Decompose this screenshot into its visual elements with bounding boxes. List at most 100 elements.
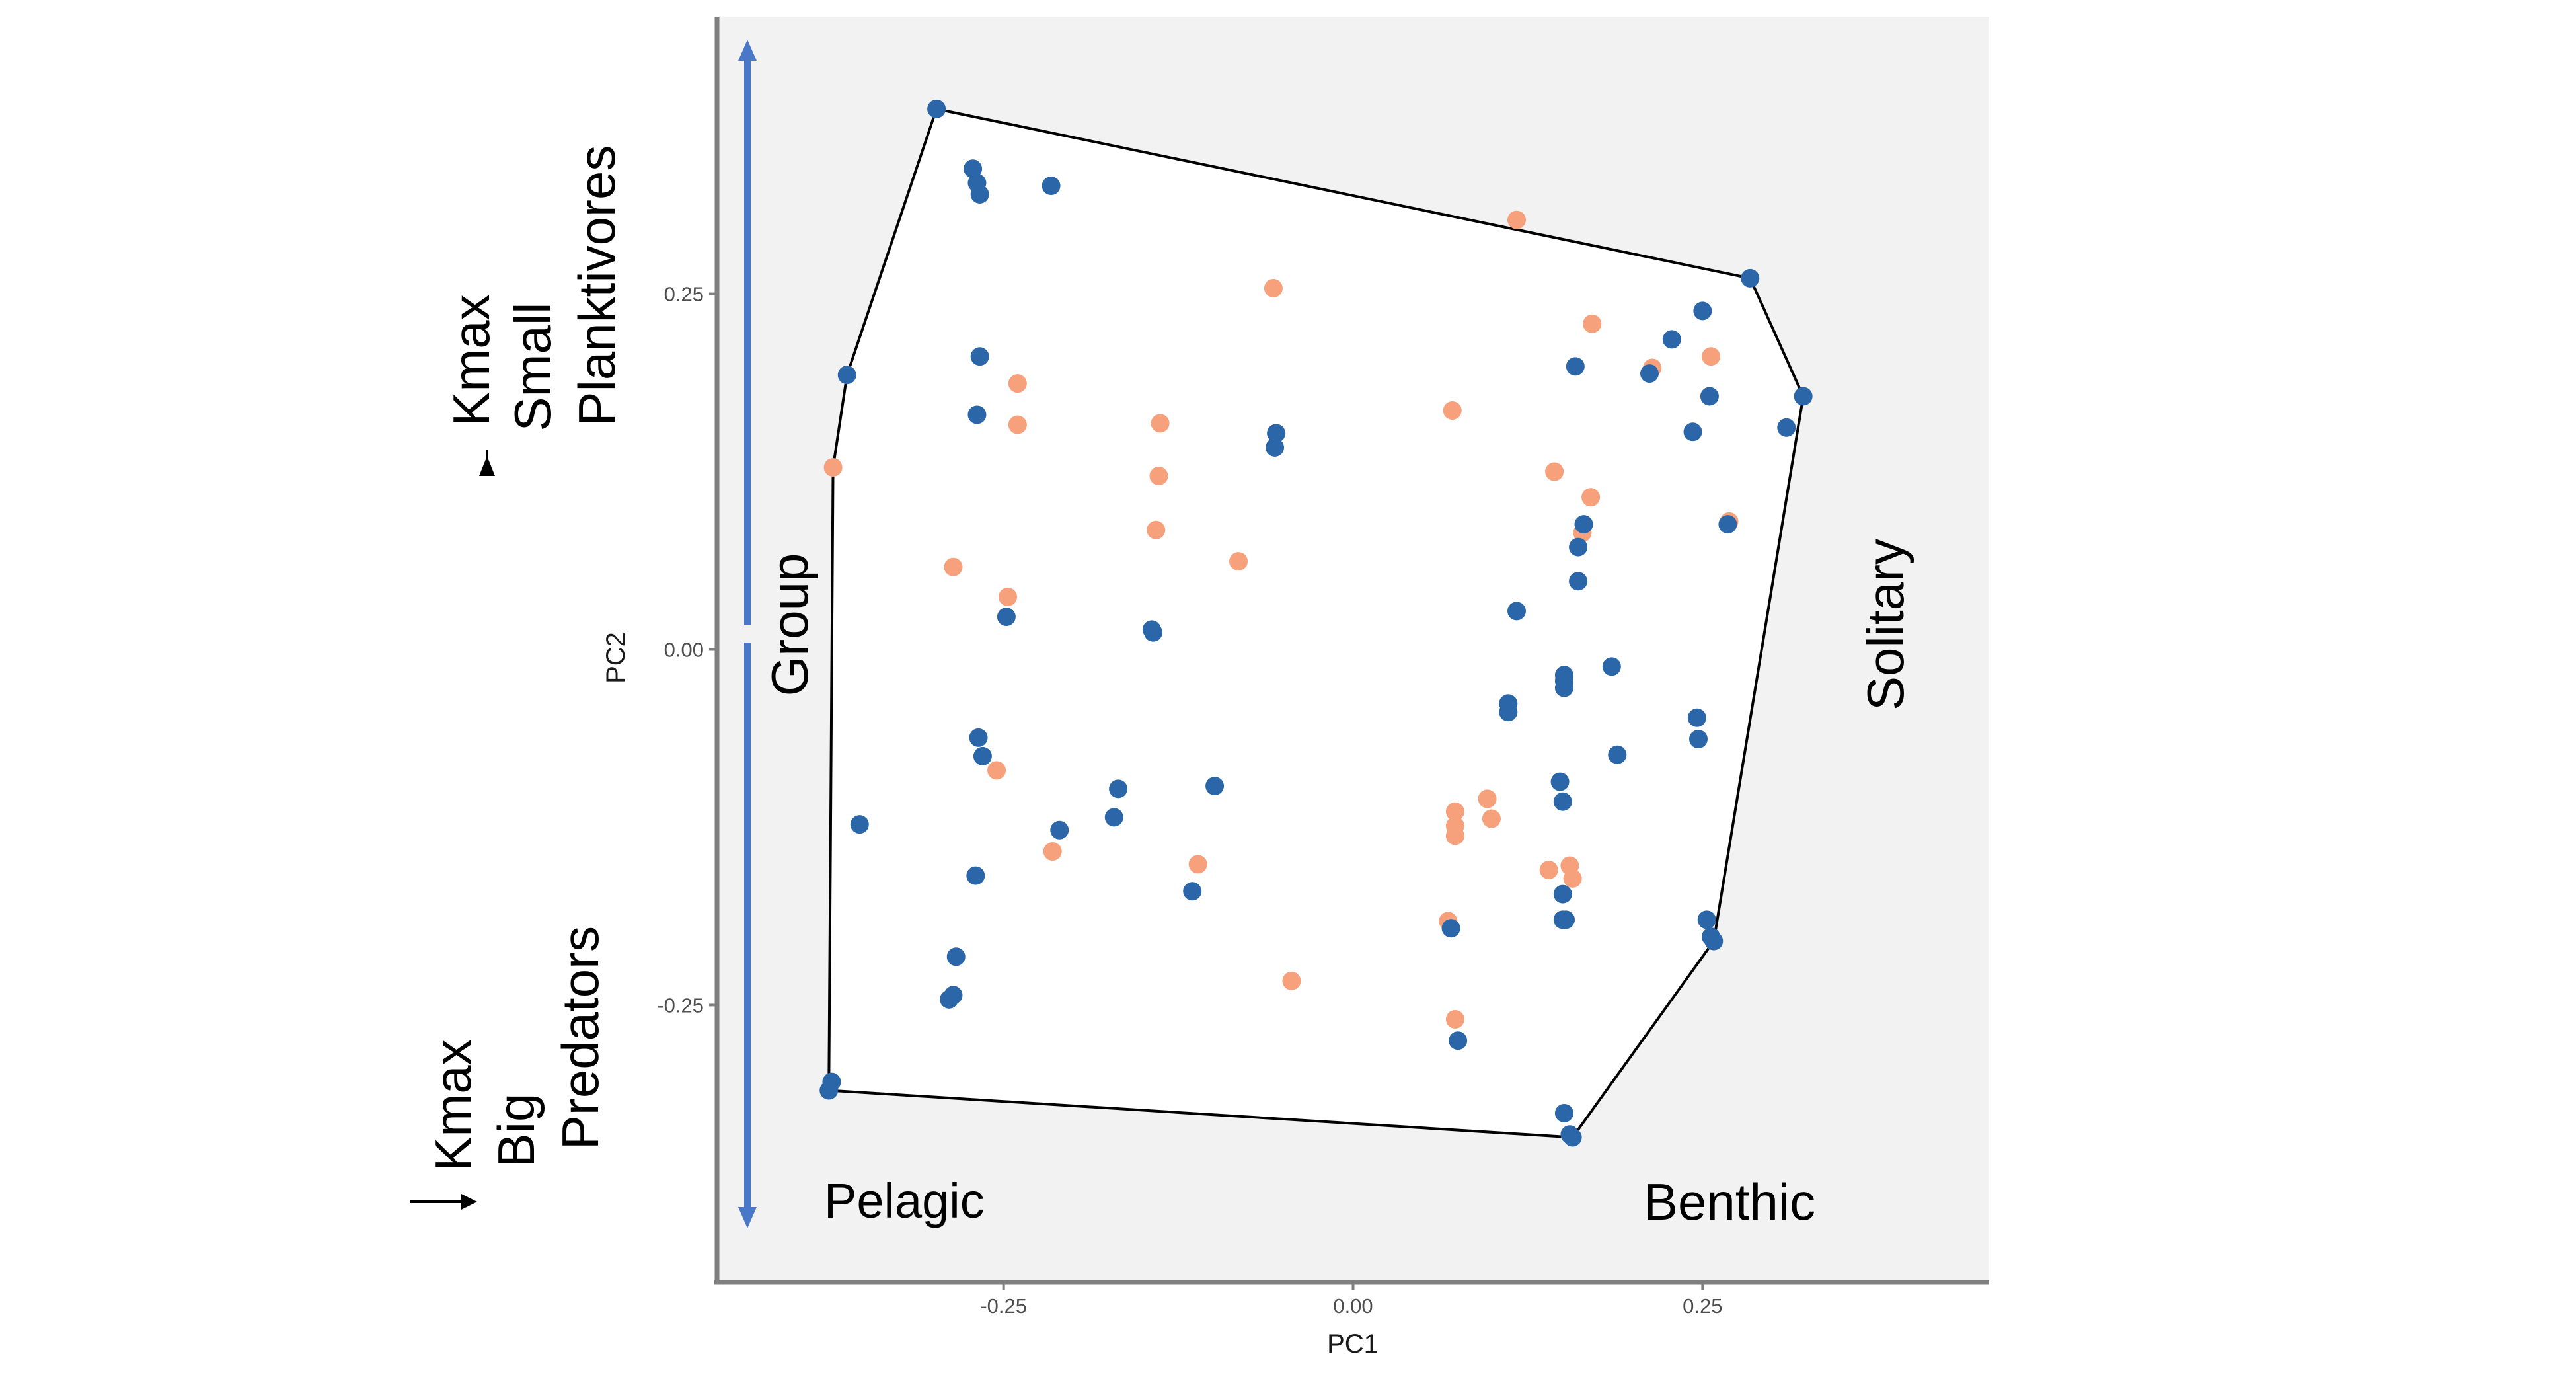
data-point — [1574, 515, 1593, 534]
data-point — [1445, 802, 1464, 821]
data-point — [1553, 792, 1572, 811]
data-point — [999, 587, 1017, 606]
data-point — [966, 866, 985, 885]
data-point — [973, 746, 992, 765]
data-point — [1704, 931, 1724, 951]
x-axis-title: PC1 — [1327, 1329, 1379, 1358]
group-arrow-down-head — [738, 1207, 757, 1228]
data-point — [1188, 855, 1207, 874]
data-point — [940, 990, 959, 1009]
x-tick-label: -0.25 — [980, 1294, 1027, 1317]
group-label: Group — [761, 553, 819, 697]
x-tick-label: 0.25 — [1683, 1294, 1722, 1317]
data-point — [1554, 1103, 1573, 1122]
data-point — [997, 608, 1016, 627]
data-point — [1545, 462, 1564, 481]
group-arrow-up-head — [738, 40, 757, 61]
data-point — [967, 405, 987, 424]
data-point — [1482, 809, 1501, 828]
data-point — [1229, 552, 1248, 571]
data-point — [1566, 357, 1585, 376]
small-planktivores-annotation: Kmax Small Planktivores — [442, 145, 626, 476]
data-point — [1050, 820, 1069, 840]
data-point — [1554, 678, 1573, 697]
data-point — [1449, 1031, 1468, 1050]
data-point — [1144, 623, 1162, 642]
data-point — [1043, 842, 1062, 861]
data-point — [1794, 387, 1813, 406]
data-point — [850, 815, 869, 834]
data-point — [1683, 422, 1702, 442]
axis-ticks: -0.25 0.00 0.25 0.25 0.00 -0.25 — [657, 283, 1722, 1317]
data-point — [1499, 703, 1518, 722]
data-point — [1718, 515, 1737, 534]
data-point — [1445, 1009, 1464, 1029]
data-point — [1147, 520, 1166, 539]
data-point — [1608, 745, 1627, 764]
convex-hull — [827, 107, 1805, 1139]
data-point — [1008, 415, 1027, 434]
data-point — [964, 159, 983, 178]
data-point — [1042, 177, 1061, 196]
data-point — [837, 366, 856, 385]
planktivores-label: Planktivores — [568, 145, 626, 426]
data-point — [1640, 364, 1659, 383]
data-point — [1507, 210, 1526, 229]
benthic-label: Benthic — [1644, 1173, 1815, 1231]
data-point — [946, 947, 966, 966]
hull-polygon — [827, 107, 1805, 1139]
y-tick-label: 0.25 — [664, 283, 704, 306]
data-point — [819, 1081, 839, 1100]
data-point — [1662, 330, 1681, 349]
data-point — [1602, 657, 1621, 676]
data-point — [1151, 414, 1170, 433]
data-point — [1777, 418, 1796, 437]
data-point — [944, 557, 963, 576]
data-point — [1556, 910, 1575, 929]
predators-label: Predators — [551, 926, 609, 1150]
data-point — [1149, 466, 1168, 485]
data-point — [1264, 278, 1283, 297]
y-axis-title: PC2 — [601, 632, 630, 684]
data-point — [1443, 401, 1462, 420]
data-point — [1569, 572, 1588, 591]
data-point — [1563, 1128, 1582, 1147]
group-double-arrow — [738, 40, 757, 1228]
data-point — [1741, 268, 1760, 288]
data-point — [1693, 301, 1712, 321]
data-point — [1700, 387, 1719, 406]
y-tick-label: -0.25 — [657, 994, 704, 1017]
data-point — [927, 99, 946, 118]
data-point — [970, 347, 989, 366]
data-point — [1282, 971, 1301, 990]
data-point — [1109, 779, 1128, 799]
small-label: Small — [504, 302, 562, 431]
data-point — [1689, 730, 1708, 749]
data-point — [1569, 537, 1588, 557]
data-point — [1183, 882, 1202, 901]
data-point — [1687, 708, 1706, 727]
data-point — [823, 458, 843, 477]
data-point — [970, 184, 989, 204]
data-point — [1697, 910, 1716, 929]
data-point — [1539, 861, 1558, 880]
y-tick-label: 0.00 — [664, 639, 704, 662]
data-point — [969, 728, 988, 747]
data-point — [1550, 772, 1570, 791]
pelagic-label: Pelagic — [824, 1173, 985, 1228]
series-blue — [819, 99, 1813, 1147]
data-point — [1553, 884, 1572, 904]
data-point — [1702, 347, 1721, 366]
data-point — [1507, 602, 1526, 621]
kmax-down-arrow-icon — [461, 1194, 477, 1210]
data-point — [1441, 919, 1460, 938]
data-point — [1267, 424, 1286, 443]
data-point — [1583, 314, 1602, 333]
data-point — [1445, 826, 1464, 845]
data-point — [1008, 374, 1027, 393]
big-label: Big — [487, 1093, 545, 1168]
data-point — [1563, 869, 1582, 888]
data-points — [819, 99, 1813, 1147]
top-kmax-label: Kmax — [442, 294, 500, 426]
